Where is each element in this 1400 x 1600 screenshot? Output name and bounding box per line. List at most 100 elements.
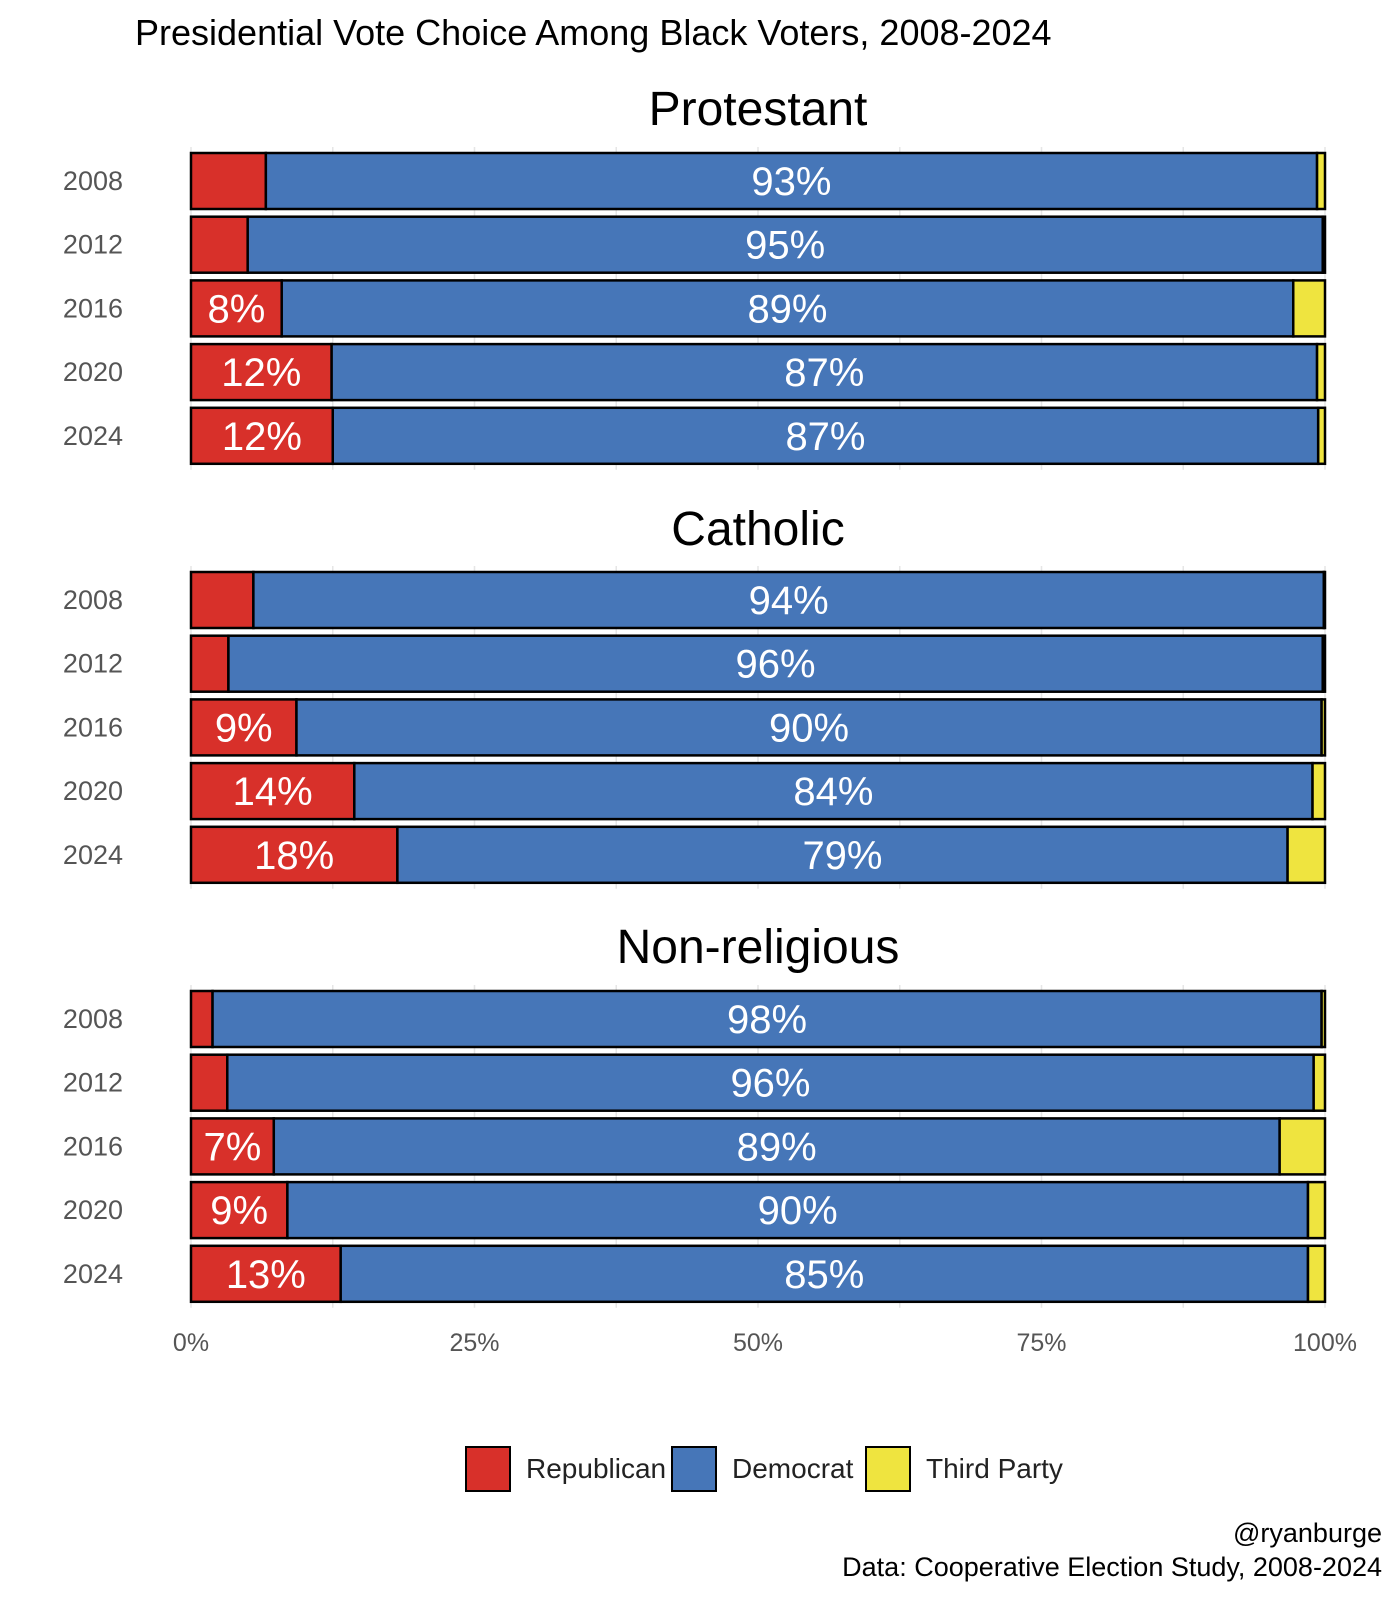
bar-protestant-2020-democrat [330, 342, 1319, 402]
bar-catholic-2016-democrat [295, 698, 1323, 757]
bar-protestant-2012-third-party [1321, 215, 1327, 274]
bar-non-religious-2020-republican [189, 1180, 289, 1240]
bar-non-religious-2024-third-party [1306, 1244, 1327, 1304]
bar-non-religious-2012-democrat [226, 1053, 1315, 1112]
data-label-protestant-2016-democrat: 89% [747, 287, 827, 331]
legend-swatch-third-party [865, 1446, 911, 1492]
bar-non-religious-2012-republican [189, 1053, 229, 1112]
bar-non-religious-2024-republican [189, 1244, 342, 1304]
facet-non-religious: Non-religious 2008 98% 2012 96% 2016 7% 89% 2020… [63, 921, 1327, 1308]
data-label-catholic-2016-republican: 9% [215, 706, 273, 750]
x-tick-label: 0% [173, 1329, 209, 1357]
x-tick-label: 25% [449, 1329, 499, 1357]
data-label-protestant-2012-democrat: 95% [745, 224, 825, 268]
bar-protestant-2012-democrat [246, 215, 1324, 274]
data-label-protestant-2016-republican: 8% [207, 287, 265, 331]
bar-non-religious-2012-third-party [1312, 1053, 1327, 1112]
bar-catholic-2020-third-party [1311, 761, 1327, 821]
data-label-catholic-2020-democrat: 84% [793, 770, 873, 814]
caption-source: Data: Cooperative Election Study, 2008-2… [842, 1552, 1382, 1582]
data-label-catholic-2012-democrat: 96% [736, 643, 816, 687]
bar-non-religious-2020-third-party [1306, 1180, 1327, 1240]
bar-non-religious-2016-third-party [1278, 1117, 1327, 1176]
data-label-catholic-2024-democrat: 79% [802, 834, 882, 878]
bar-protestant-2024-third-party [1316, 406, 1327, 466]
bar-catholic-2024-third-party [1286, 825, 1327, 885]
bar-catholic-2008-third-party [1322, 570, 1327, 630]
x-tick-label: 100% [1293, 1329, 1357, 1357]
bar-protestant-2008-third-party [1315, 151, 1327, 211]
y-tick-label: 2012 [63, 1068, 123, 1098]
facet-title-non-religious: Non-religious [617, 921, 900, 974]
data-label-protestant-2024-republican: 12% [222, 415, 302, 459]
legend-swatch-republican [465, 1446, 511, 1492]
y-tick-label: 2016 [63, 1131, 123, 1161]
legend-label-republican: Republican [526, 1453, 666, 1484]
bar-catholic-2012-democrat [227, 634, 1324, 693]
bar-catholic-2012-third-party [1321, 634, 1327, 693]
data-label-non-religious-2016-republican: 7% [203, 1125, 261, 1169]
bar-catholic-2012-republican [189, 634, 230, 693]
data-label-non-religious-2020-republican: 9% [210, 1189, 268, 1233]
bar-non-religious-2020-democrat [286, 1180, 1310, 1240]
data-label-non-religious-2008-democrat: 98% [727, 998, 807, 1042]
bar-catholic-2024-democrat [396, 825, 1289, 885]
chart-title: Presidential Vote Choice Among Black Vot… [135, 12, 1052, 53]
y-tick-label: 2016 [63, 712, 123, 742]
x-axis: 0% 25% 50% 75% 100% [173, 1329, 1357, 1357]
caption-handle: @ryanburge [1233, 1518, 1382, 1548]
bar-protestant-2016-republican [189, 279, 283, 338]
bar-protestant-2012-republican [189, 215, 249, 274]
bar-non-religious-2008-democrat [211, 989, 1323, 1049]
y-tick-label: 2008 [63, 166, 123, 196]
y-tick-label: 2008 [63, 585, 123, 615]
y-tick-label: 2020 [63, 776, 123, 806]
x-tick-label: 75% [1016, 1329, 1066, 1357]
facet-catholic: Catholic 2008 94% 2012 96% 2016 9% 90% 2020 14% 84… [63, 503, 1327, 889]
bar-non-religious-2008-republican [189, 989, 214, 1049]
data-label-non-religious-2024-republican: 13% [226, 1253, 306, 1297]
data-label-non-religious-2016-democrat: 89% [737, 1125, 817, 1169]
data-label-catholic-2016-democrat: 90% [769, 706, 849, 750]
facet-title-protestant: Protestant [649, 83, 868, 136]
data-label-protestant-2024-democrat: 87% [785, 415, 865, 459]
bar-protestant-2020-republican [189, 342, 333, 402]
facet-protestant: Protestant 2008 93% 2012 95% 2016 8% 89% 2020 12%… [63, 83, 1327, 470]
bar-catholic-2008-republican [189, 570, 255, 630]
bar-catholic-2016-third-party [1320, 698, 1327, 757]
bar-catholic-2020-democrat [353, 761, 1314, 821]
y-tick-label: 2024 [63, 840, 123, 870]
bar-catholic-2020-republican [189, 761, 356, 821]
legend-label-third-party: Third Party [926, 1453, 1063, 1484]
bar-catholic-2024-republican [189, 825, 399, 885]
y-tick-label: 2024 [63, 421, 123, 451]
data-label-protestant-2020-republican: 12% [221, 351, 301, 395]
y-tick-label: 2020 [63, 1195, 123, 1225]
bar-protestant-2024-democrat [331, 406, 1320, 466]
y-tick-label: 2012 [63, 230, 123, 260]
legend: Republican Democrat Third Party [465, 1446, 1063, 1492]
data-label-non-religious-2020-democrat: 90% [758, 1189, 838, 1233]
data-label-catholic-2024-republican: 18% [254, 834, 334, 878]
data-label-protestant-2008-democrat: 93% [751, 160, 831, 204]
y-tick-label: 2012 [63, 649, 123, 679]
bar-protestant-2024-republican [189, 406, 334, 466]
y-tick-label: 2024 [63, 1259, 123, 1289]
bar-protestant-2020-third-party [1315, 342, 1327, 402]
data-label-catholic-2020-republican: 14% [233, 770, 313, 814]
bar-protestant-2016-democrat [280, 279, 1295, 338]
data-label-non-religious-2012-democrat: 96% [730, 1062, 810, 1106]
bar-non-religious-2024-democrat [339, 1244, 1310, 1304]
x-tick-label: 50% [733, 1329, 783, 1357]
bar-protestant-2008-republican [189, 151, 268, 211]
bar-non-religious-2008-third-party [1320, 989, 1327, 1049]
y-tick-label: 2016 [63, 293, 123, 323]
bar-non-religious-2016-democrat [272, 1117, 1281, 1176]
y-tick-label: 2020 [63, 357, 123, 387]
data-label-non-religious-2024-democrat: 85% [784, 1253, 864, 1297]
facet-title-catholic: Catholic [671, 503, 844, 556]
data-label-catholic-2008-democrat: 94% [749, 579, 829, 623]
y-tick-label: 2008 [63, 1004, 123, 1034]
bar-protestant-2016-third-party [1291, 279, 1327, 338]
